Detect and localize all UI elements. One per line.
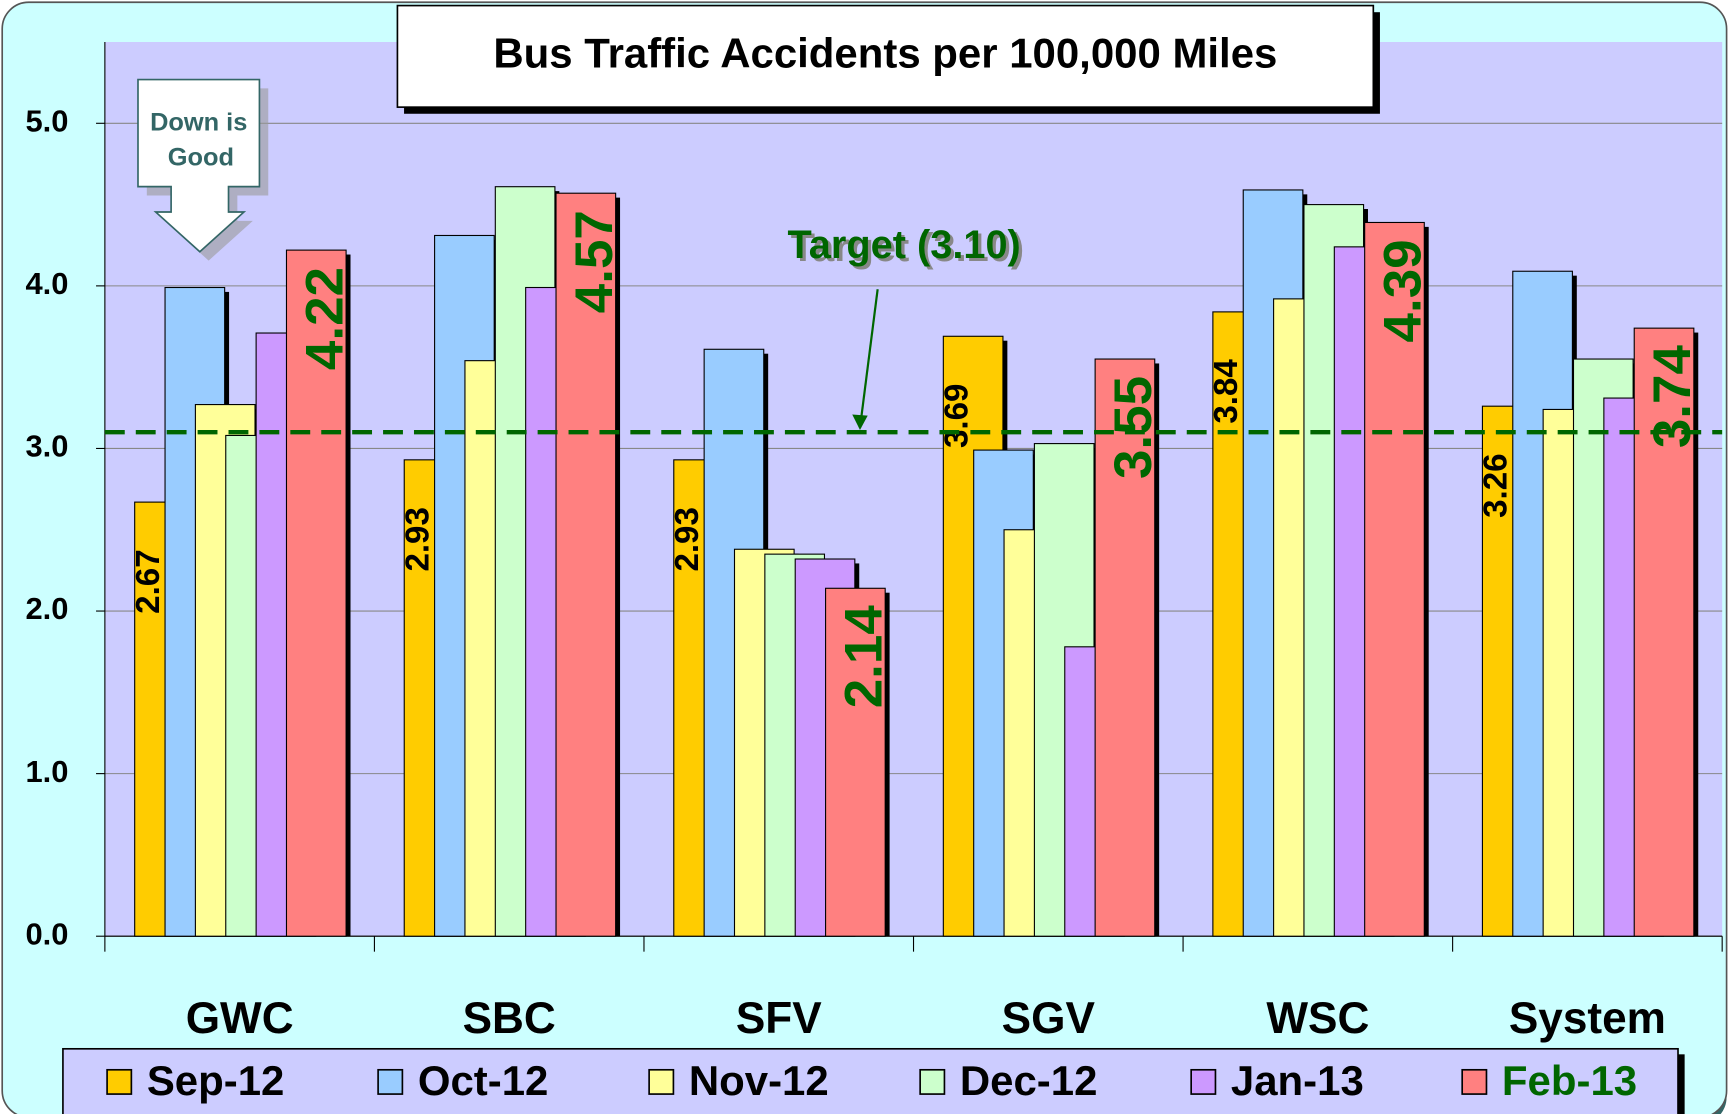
legend-label: Nov-12 [689,1057,829,1104]
x-tick-label: GWC [186,994,294,1043]
y-tick-label: 0.0 [25,916,68,951]
bar [555,192,617,937]
note-text: Good [168,144,234,172]
legend-swatch [919,1068,946,1095]
x-tick-label: WSC [1266,994,1369,1043]
data-label: 3.26 [1478,453,1515,517]
data-label: 3.55 [1104,376,1163,479]
legend: Sep-12 Oct-12 Nov-12 Dec-12 Jan-13 Feb-13 [62,1047,1685,1114]
target-arrowhead [852,414,868,430]
target-label-shadow: Target (3.10) [791,226,1024,270]
target-pointer [858,289,879,428]
y-tick-label: 2.0 [25,591,68,626]
y-tick-label: 5.0 [25,103,68,138]
data-label: 2.93 [399,507,436,571]
legend-label: Jan-13 [1231,1057,1364,1104]
y-tick-label: 1.0 [25,754,68,789]
bar [1364,221,1425,937]
legend-label: Sep-12 [147,1057,285,1104]
note-text: Down is [150,108,247,136]
down-note [137,78,261,253]
legend-swatch [648,1068,675,1095]
legend-label: Feb-13 [1502,1057,1637,1104]
legend-label: Dec-12 [960,1057,1098,1104]
data-label: 4.39 [1374,239,1433,342]
data-label: 2.14 [835,605,894,709]
legend-swatch [106,1068,133,1095]
legend-swatch [377,1068,404,1095]
labels: GWC SBC SFV SGV WSC System 2.67 2.93 2.93 3.69 3.8… [104,210,1723,1043]
grid: 0.0 1.0 2.0 3.0 4.0 5.0 [25,42,1723,952]
plot-area [104,42,1723,937]
data-label: 4.57 [565,210,624,313]
legend-box [62,1047,1679,1114]
bar [285,249,347,937]
bar [825,587,886,937]
x-tick-label: System [1509,994,1666,1043]
data-label: 3.84 [1208,359,1245,424]
legend-label: Oct-12 [418,1057,549,1104]
data-label: 3.69 [939,384,976,448]
chart-title: Bus Traffic Accidents per 100,000 Miles [493,29,1277,76]
y-tick-label: 4.0 [25,266,68,301]
y-tick-label: 3.0 [25,429,68,464]
x-tick-label: SBC [463,994,556,1043]
target-label: Target (3.10) [787,223,1020,267]
legend-swatch [1190,1068,1217,1095]
bars [134,186,1699,937]
bar [1633,327,1695,937]
x-tick-label: SGV [1002,994,1096,1043]
data-label: 2.67 [130,549,167,613]
title-box [396,4,1375,108]
data-label: 2.93 [669,507,706,571]
x-tick-label: SFV [736,994,822,1043]
legend-swatch [1461,1068,1488,1095]
bar [1094,358,1156,937]
data-label: 4.22 [295,267,354,370]
